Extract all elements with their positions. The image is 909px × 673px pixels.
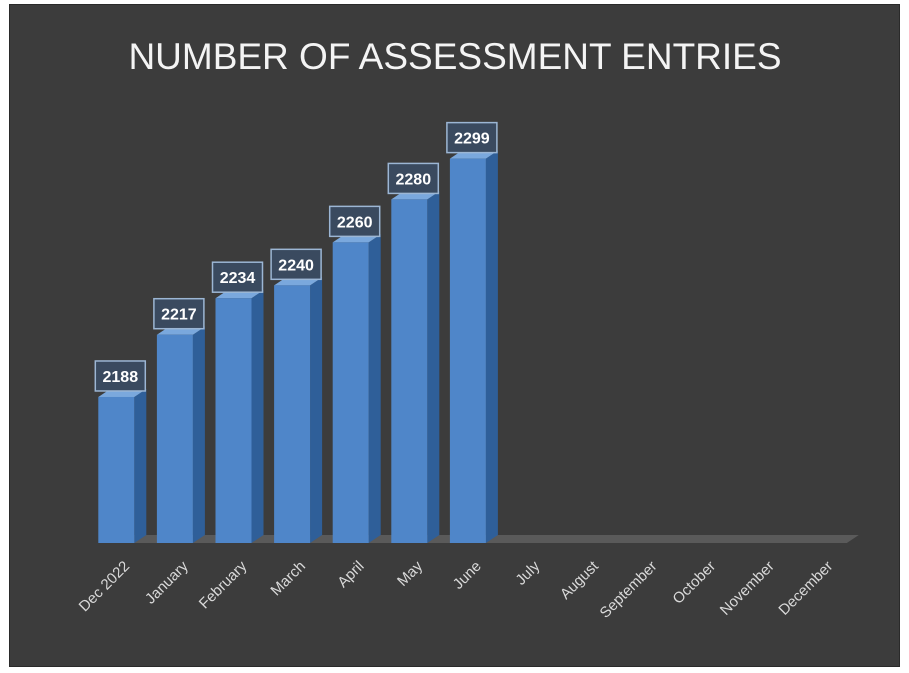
data-label-text: 2260 bbox=[337, 214, 373, 231]
bar-side bbox=[310, 277, 323, 543]
x-tick-label-6: June bbox=[450, 558, 485, 593]
x-tick-label-11: November bbox=[717, 558, 778, 619]
bar-front bbox=[98, 396, 135, 543]
data-label-5: 2280 bbox=[387, 162, 440, 195]
data-label-box bbox=[387, 162, 440, 195]
bar-4 bbox=[332, 234, 381, 544]
data-label-2: 2234 bbox=[211, 261, 264, 293]
bar-side bbox=[485, 150, 498, 544]
bar-3 bbox=[274, 277, 323, 543]
x-tick-label-2: February bbox=[196, 557, 251, 612]
data-label-box bbox=[211, 261, 264, 293]
bar-front bbox=[156, 334, 193, 543]
data-label-text: 2217 bbox=[161, 307, 197, 324]
x-tick-label-7: July bbox=[512, 557, 543, 588]
bar-side bbox=[368, 234, 381, 544]
bar-1 bbox=[156, 326, 205, 543]
bar-front bbox=[391, 199, 428, 543]
x-tick-label-0: Dec 2022 bbox=[76, 558, 133, 615]
x-tick-label-4: April bbox=[334, 558, 367, 591]
bar-front bbox=[332, 242, 369, 544]
chart-title: NUMBER OF ASSESSMENT ENTRIES bbox=[128, 36, 781, 77]
data-label-0: 2188 bbox=[94, 360, 147, 392]
bar-front bbox=[449, 158, 486, 544]
bar-side bbox=[192, 326, 205, 543]
data-label-text: 2240 bbox=[278, 257, 314, 274]
x-tick-label-1: January bbox=[142, 557, 192, 607]
bar-front bbox=[215, 298, 252, 543]
data-label-6: 2299 bbox=[446, 121, 498, 154]
chart-x-tick-layer: Dec 2022 January February March April May June… bbox=[76, 557, 837, 621]
data-label-1: 2217 bbox=[153, 297, 205, 330]
data-label-text: 2280 bbox=[396, 171, 432, 188]
x-tick-label-8: August bbox=[557, 557, 603, 603]
bar-side bbox=[251, 290, 264, 543]
bar-5 bbox=[391, 191, 440, 543]
data-label-text: 2234 bbox=[220, 270, 256, 287]
data-label-box bbox=[446, 121, 498, 154]
chart-svg: NUMBER OF ASSESSMENT ENTRIES 2188 2217 223… bbox=[76, 36, 859, 622]
data-label-box bbox=[270, 248, 322, 281]
data-label-box bbox=[153, 297, 205, 330]
data-label-3: 2240 bbox=[270, 248, 322, 281]
x-tick-label-10: October bbox=[669, 558, 719, 608]
bar-side bbox=[427, 191, 440, 543]
chart-bars-layer bbox=[98, 150, 498, 544]
data-label-4: 2260 bbox=[328, 205, 381, 238]
x-tick-label-9: September bbox=[597, 558, 661, 622]
bar-2 bbox=[215, 290, 264, 543]
bar-0 bbox=[98, 388, 147, 543]
bar-front bbox=[274, 285, 311, 543]
bar-6 bbox=[449, 150, 498, 544]
x-tick-label-12: December bbox=[775, 558, 836, 619]
data-label-box bbox=[94, 360, 147, 392]
data-label-text: 2299 bbox=[454, 131, 490, 148]
chart-frame: NUMBER OF ASSESSMENT ENTRIES 2188 2217 223… bbox=[9, 4, 900, 667]
chart-data-labels-layer: 2188 2217 2234 2240 2260 2280 2299 bbox=[94, 121, 498, 392]
data-label-box bbox=[328, 205, 381, 238]
x-tick-label-3: March bbox=[267, 558, 308, 599]
bar-side bbox=[134, 388, 147, 543]
data-label-text: 2188 bbox=[103, 369, 139, 386]
x-tick-label-5: May bbox=[394, 557, 426, 589]
